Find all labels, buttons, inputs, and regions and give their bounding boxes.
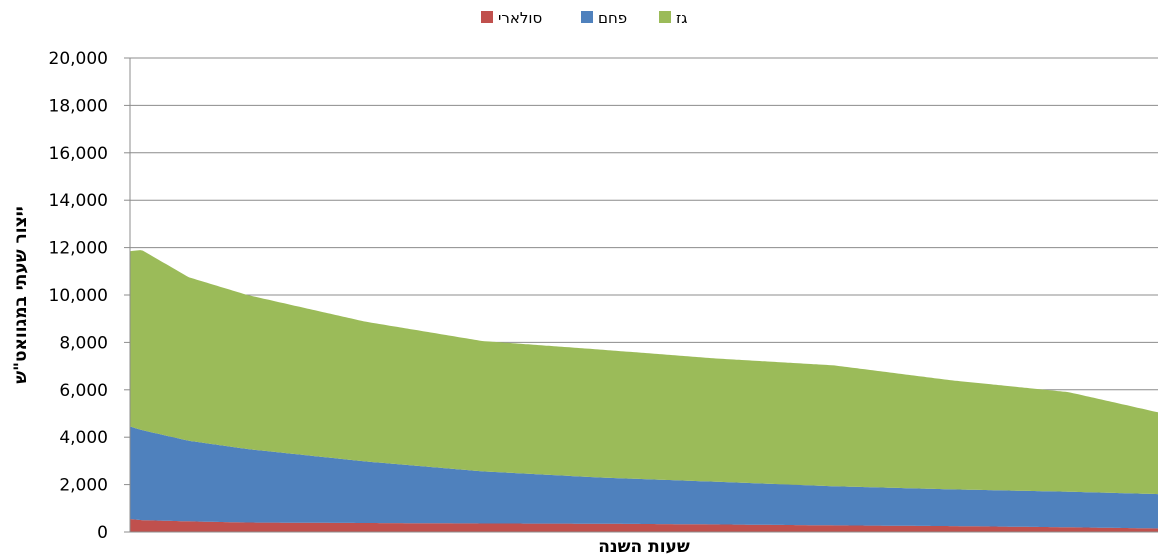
y-tick-labels: 0 2,000 4,000 6,000 8,000 10,000 12,000 14,000 1… (49, 49, 108, 543)
legend: סולארי פחם גז (481, 9, 687, 27)
y-tick-label: 8,000 (59, 333, 108, 353)
y-tick-label: 4,000 (59, 428, 108, 448)
y-tick-label: 16,000 (49, 144, 108, 164)
x-axis-title: שעות השנה (598, 537, 690, 556)
legend-swatch-2 (659, 11, 671, 23)
y-axis-title: ייצור שעתי במגוואט"ש (11, 206, 31, 383)
series-area-1 (130, 426, 1158, 529)
series-area-2 (130, 250, 1158, 495)
axes (129, 58, 1158, 533)
y-tick-label: 6,000 (59, 381, 108, 401)
y-tick-label: 0 (97, 523, 108, 543)
series-areas (130, 250, 1158, 532)
legend-label-2: גז (676, 9, 687, 27)
y-tick-label: 14,000 (49, 191, 108, 211)
y-tick-label: 12,000 (49, 239, 108, 259)
y-tick-label: 20,000 (49, 49, 108, 69)
y-tick-label: 18,000 (49, 96, 108, 116)
legend-label-0: סולארי (498, 9, 542, 27)
legend-swatch-0 (481, 11, 493, 23)
y-tick-label: 10,000 (49, 286, 108, 306)
y-tick-label: 2,000 (59, 476, 108, 496)
legend-swatch-1 (581, 11, 593, 23)
series-area-0 (130, 519, 1158, 532)
legend-label-1: פחם (598, 9, 627, 27)
